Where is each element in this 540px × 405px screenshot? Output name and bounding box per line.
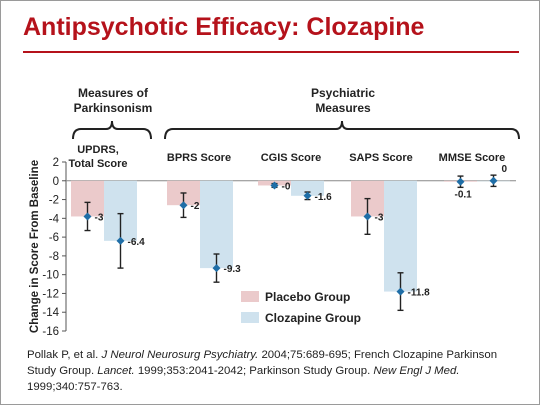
value-label-1-3: -11.8 xyxy=(408,288,431,299)
y-tick-label-9: -16 xyxy=(42,326,59,338)
marker-0-4 xyxy=(456,177,465,186)
y-tick-label-1: 0 xyxy=(53,176,59,188)
y-tick-label-0: 2 xyxy=(53,157,59,169)
value-label-0-0: -3.8 xyxy=(95,212,113,223)
legend-swatch-1 xyxy=(241,312,259,323)
value-label-0-1: -2.6 xyxy=(191,201,209,212)
value-label-0-3: -3.8 xyxy=(375,212,393,223)
category-label-4: MMSE Score xyxy=(439,152,506,164)
marker-0-1 xyxy=(179,201,188,210)
marker-1-0 xyxy=(116,236,125,245)
citation-part-2: 2004;75:689-695; French Clozapine Parkin… xyxy=(27,349,498,377)
marker-1-3 xyxy=(396,287,405,296)
group-header-parkinsonism-line2: Parkinsonism xyxy=(74,101,153,115)
y-tick-label-3: -4 xyxy=(49,213,60,225)
group-header-psychiatric-line1: Psychiatric xyxy=(311,86,375,100)
y-tick-label-8: -14 xyxy=(42,307,59,319)
legend-label-0: Placebo Group xyxy=(265,290,350,304)
marker-0-2 xyxy=(270,181,279,190)
value-label-1-1: -9.3 xyxy=(224,264,242,275)
value-label-1-0: -6.4 xyxy=(128,237,146,248)
citation-part-0: Pollak P, et al. xyxy=(27,349,102,361)
category-label-1: BPRS Score xyxy=(167,152,231,164)
brace-parkinsonism xyxy=(72,120,152,140)
citation-part-4: 1999;353:2041-2042; Parkinson Study Grou… xyxy=(134,365,374,377)
y-tick-label-7: -12 xyxy=(42,288,59,300)
y-tick-label-4: -6 xyxy=(49,232,59,244)
marker-0-3 xyxy=(363,212,372,221)
value-label-0-2: -0.5 xyxy=(282,181,300,192)
y-tick-label-5: -8 xyxy=(49,251,59,263)
value-label-1-2: -1.6 xyxy=(315,192,333,203)
brace-psychiatric xyxy=(164,120,520,140)
marker-1-1 xyxy=(212,264,221,273)
bar-1-2 xyxy=(291,180,324,196)
marker-1-4 xyxy=(489,176,498,185)
y-tick-label-6: -10 xyxy=(42,270,59,282)
marker-0-0 xyxy=(83,212,92,221)
citation-part-6: 1999;340:757-763. xyxy=(27,381,123,393)
group-header-parkinsonism-line1: Measures of xyxy=(78,86,149,100)
legend-swatch-0 xyxy=(241,291,259,302)
category-label-3: SAPS Score xyxy=(349,152,413,164)
citation-part-1: J Neurol Neurosurg Psychiatry. xyxy=(101,349,259,361)
group-header-psychiatric-line2: Measures xyxy=(315,101,371,115)
slide-title: Antipsychotic Efficacy: Clozapine xyxy=(23,13,425,41)
citation-part-5: New Engl J Med. xyxy=(373,365,460,377)
citation: Pollak P, et al. J Neurol Neurosurg Psyc… xyxy=(27,347,517,395)
value-label-1-4: 0 xyxy=(502,164,508,175)
y-axis-title: Change in Score From Baseline xyxy=(29,160,41,333)
category-label-0-line2: Total Score xyxy=(68,158,127,170)
legend-label-1: Clozapine Group xyxy=(265,311,361,325)
citation-part-3: Lancet. xyxy=(97,365,135,377)
y-tick-label-2: -2 xyxy=(49,195,59,207)
marker-1-2 xyxy=(303,191,312,200)
title-divider xyxy=(23,51,519,53)
value-label-0-4: -0.1 xyxy=(455,190,473,201)
category-label-2: CGIS Score xyxy=(261,152,322,164)
category-label-0-line1: UPDRS, xyxy=(77,144,119,156)
